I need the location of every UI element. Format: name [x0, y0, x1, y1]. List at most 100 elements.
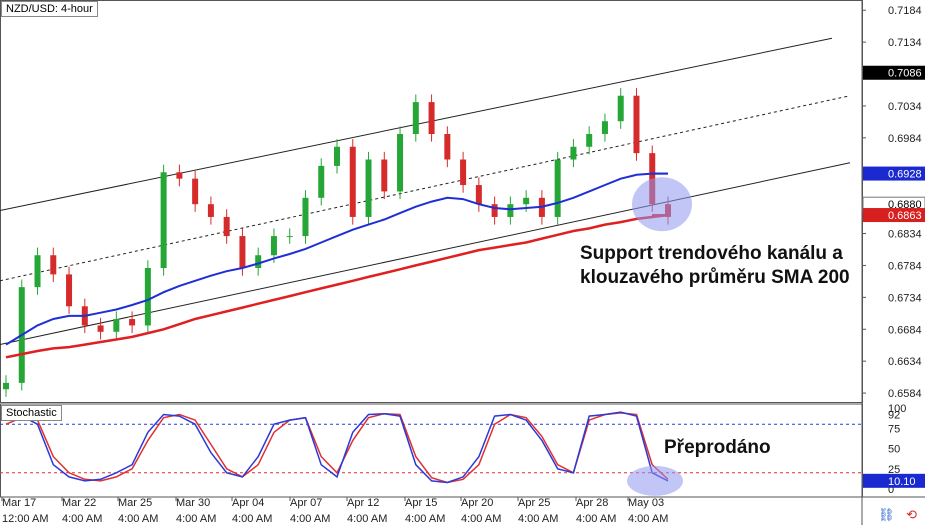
candle-body [412, 102, 419, 134]
price-tick-label: 0.6784 [888, 260, 922, 272]
price-tick-label: 0.6684 [888, 324, 922, 336]
annotation-support-line1: Support trendového kanálu a [580, 243, 843, 264]
x-date-label: Apr 12 [347, 497, 379, 509]
candle-body [554, 159, 561, 217]
stoch-k-line [5, 411, 669, 484]
candle-body [617, 95, 624, 122]
annotation-support-line2: klouzavého průměru SMA 200 [580, 267, 850, 288]
channel-middle-line [0, 95, 851, 282]
candle-body [50, 255, 57, 275]
x-time-label: 4:00 AM [347, 513, 387, 525]
chart-title: NZD/USD: 4-hour [1, 1, 98, 17]
price-tag-label: 0.6863 [888, 210, 922, 222]
x-date-label: Mar 17 [2, 497, 36, 509]
price-tick-label: 0.7134 [888, 37, 922, 49]
support-highlight-circle [632, 177, 692, 232]
x-time-label: 4:00 AM [518, 513, 558, 525]
footer-icons: ⛓ ⟲ [870, 507, 917, 523]
candle-body [255, 255, 262, 268]
candle-body [428, 102, 435, 134]
x-time-label: 4:00 AM [576, 513, 616, 525]
candle-body [349, 146, 356, 217]
candle-body [523, 197, 530, 205]
x-date-label: Mar 30 [176, 497, 210, 509]
x-date-label: Apr 04 [232, 497, 264, 509]
x-time-label: 4:00 AM [405, 513, 445, 525]
x-date-label: Mar 25 [118, 497, 152, 509]
price-tick-label: 0.6634 [888, 356, 922, 368]
candle-body [129, 319, 136, 326]
candle-body [586, 134, 593, 147]
stoch-tick-label: 50 [888, 444, 900, 456]
stoch-d-line [5, 412, 669, 484]
price-tag-box [863, 208, 925, 223]
oversold-highlight-circle [627, 465, 683, 496]
candle-body [207, 204, 214, 217]
candle-body [318, 165, 325, 198]
candle-body [270, 236, 277, 256]
candle-body [223, 216, 230, 237]
candle-body [633, 95, 640, 154]
x-date-label: May 03 [628, 497, 664, 509]
candle-body [397, 134, 404, 192]
candle-body [97, 325, 104, 332]
candle-body [444, 134, 451, 160]
x-time-label: 4:00 AM [628, 513, 668, 525]
candle-body [507, 204, 514, 217]
stoch-tick-label: 25 [888, 464, 900, 476]
candle-body [460, 159, 467, 186]
x-time-label: 4:00 AM [118, 513, 158, 525]
sma-blue-line [5, 172, 668, 346]
stoch-tick-label: 100 [888, 403, 906, 415]
x-date-label: Apr 20 [461, 497, 493, 509]
price-tick-label: 0.7034 [888, 101, 922, 113]
x-date-label: Apr 07 [290, 497, 322, 509]
candle-body [144, 268, 151, 326]
price-tick-label: 0.6834 [888, 229, 922, 241]
refresh-icon[interactable]: ⟲ [906, 507, 917, 522]
stochastic-label: Stochastic [1, 405, 62, 421]
candle-body [365, 159, 372, 217]
price-tag-label: 0.7086 [888, 68, 922, 80]
stoch-value-tag [863, 473, 925, 488]
candle-body [491, 204, 498, 217]
price-tick-label: 0.7184 [888, 5, 922, 17]
x-time-label: 4:00 AM [176, 513, 216, 525]
candle-body [302, 197, 309, 237]
channel-lower-line [0, 162, 851, 346]
x-date-label: Mar 22 [62, 497, 96, 509]
x-time-label: 4:00 AM [461, 513, 501, 525]
sma200-red-line [5, 213, 669, 359]
price-tag-box [863, 166, 925, 181]
x-time-label: 4:00 AM [62, 513, 102, 525]
candle-body [239, 236, 246, 268]
candle-body [176, 172, 183, 179]
price-tag-label: 0.6928 [888, 169, 922, 181]
x-time-label: 4:00 AM [290, 513, 330, 525]
stoch-tick-label: 92 [888, 409, 900, 421]
x-date-label: Apr 15 [405, 497, 437, 509]
candle-body [192, 178, 199, 205]
candle-body [570, 146, 577, 160]
x-time-label: 12:00 AM [2, 513, 48, 525]
price-tick-label: 0.6584 [888, 388, 922, 400]
price-tick-label: 0.6984 [888, 133, 922, 145]
price-tick-label: 0.6734 [888, 292, 922, 304]
candle-body [381, 159, 388, 192]
annotation-oversold: Přeprodáno [664, 437, 771, 458]
x-date-label: Apr 25 [518, 497, 550, 509]
link-icon[interactable]: ⛓ [877, 507, 895, 522]
candle-body [34, 255, 41, 288]
candle-body [66, 274, 73, 307]
candle-body [286, 236, 293, 238]
price-tag-box [863, 65, 925, 80]
x-date-label: Apr 28 [576, 497, 608, 509]
candle-body [475, 185, 482, 205]
x-time-label: 4:00 AM [232, 513, 272, 525]
stoch-tick-label: 0 [888, 484, 894, 496]
stoch-tick-label: 75 [888, 423, 900, 435]
candle-body [334, 146, 340, 166]
candle-body [3, 382, 9, 390]
stoch-value-label: 10.10 [888, 476, 916, 488]
